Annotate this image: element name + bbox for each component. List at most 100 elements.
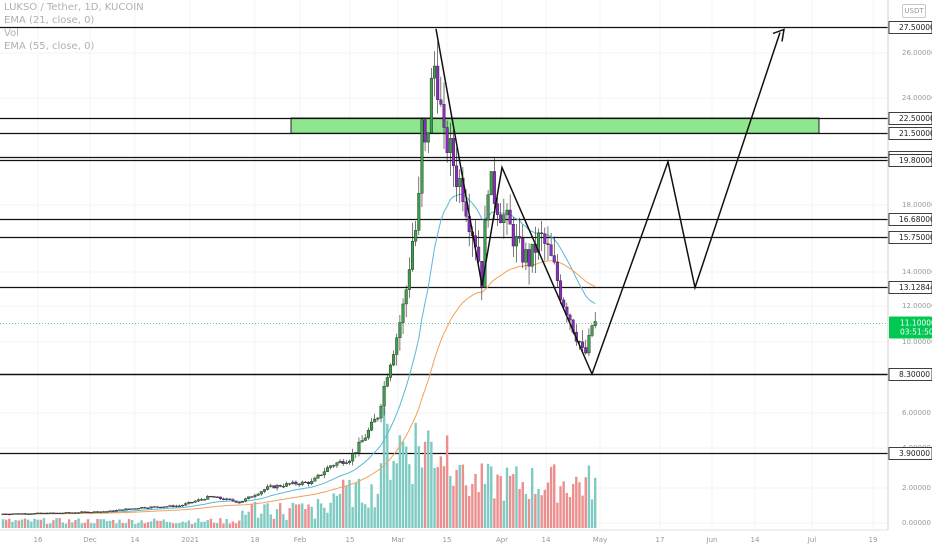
volume-bar xyxy=(537,488,540,528)
volume-bar xyxy=(112,519,115,528)
candle-body xyxy=(215,496,219,498)
volume-bar xyxy=(64,523,68,528)
candle-body xyxy=(398,322,402,338)
price-tick-label: 14.00000 xyxy=(902,268,932,276)
volume-bar xyxy=(291,502,294,528)
volume-bar xyxy=(559,486,562,528)
candle-body xyxy=(193,500,197,503)
candle-body xyxy=(281,486,285,488)
volume-bar xyxy=(222,523,225,528)
projection-line xyxy=(435,28,781,377)
projection-path xyxy=(435,28,785,377)
candle-body xyxy=(363,437,367,441)
volume-bar xyxy=(335,495,339,528)
volume-bar xyxy=(234,523,238,528)
volume-bar xyxy=(216,523,219,528)
volume-bar xyxy=(436,467,439,528)
ema21-indicator-label: EMA (21, close, 0) xyxy=(4,15,95,26)
candle-body xyxy=(177,505,181,507)
grid xyxy=(0,52,888,524)
volume-bar xyxy=(376,493,380,528)
candle-body xyxy=(278,485,282,487)
candle-body xyxy=(203,499,207,501)
volume-bar xyxy=(490,466,493,528)
volume-bar xyxy=(581,495,584,528)
candle-body xyxy=(158,506,162,509)
candle-body xyxy=(300,481,304,485)
volume-bar xyxy=(468,495,471,528)
volume-bar xyxy=(74,520,77,528)
volume-bar xyxy=(379,463,383,528)
volume-bar xyxy=(562,481,565,528)
level-label-box xyxy=(888,112,932,125)
time-tick-label: 15 xyxy=(443,536,452,544)
volume-bar xyxy=(423,441,427,528)
volume-bar xyxy=(260,513,263,528)
volume-bar xyxy=(206,520,209,528)
candle-body xyxy=(165,506,169,508)
volume-bar xyxy=(382,407,386,528)
candle-body xyxy=(143,507,147,509)
candle-body xyxy=(511,224,515,247)
price-tick-label: 24.00000 xyxy=(902,94,932,102)
candle-body xyxy=(521,238,525,263)
candle-body xyxy=(489,171,493,195)
candle-body xyxy=(225,498,229,500)
candle-body xyxy=(477,246,481,262)
volume-bar xyxy=(518,489,521,528)
candle-body xyxy=(581,341,585,348)
candle-body xyxy=(341,460,345,464)
candle-body xyxy=(221,498,225,500)
volume-bar xyxy=(417,446,420,528)
candle-body xyxy=(250,496,254,498)
time-tick-label: Feb xyxy=(294,536,307,544)
volume-bar xyxy=(527,498,531,528)
volume-bar xyxy=(90,523,93,528)
level-label-box xyxy=(888,127,932,140)
candle-body xyxy=(354,452,358,454)
candle-body xyxy=(206,495,210,500)
level-label-box xyxy=(888,368,932,381)
volume-bar xyxy=(301,503,304,528)
volume-bar xyxy=(307,504,310,528)
candlesticks xyxy=(1,40,597,516)
candle-body xyxy=(288,483,292,485)
candle-body xyxy=(42,512,46,515)
volume-bar xyxy=(105,521,109,528)
candle-body xyxy=(146,507,150,509)
candle-body xyxy=(228,498,232,500)
volume-bar xyxy=(392,460,395,528)
volume-bar xyxy=(433,468,436,528)
candle-body xyxy=(499,214,503,223)
candle-body xyxy=(555,262,559,281)
candle-body xyxy=(162,506,166,508)
candle-body xyxy=(121,509,125,511)
candle-body xyxy=(253,495,257,497)
candle-body xyxy=(26,513,30,515)
volume-bar xyxy=(294,504,298,528)
candle-body xyxy=(64,512,68,514)
supply-zone-layer xyxy=(290,117,820,134)
volume-bar xyxy=(386,423,389,528)
volume-bar xyxy=(241,510,244,528)
volume-bar xyxy=(171,523,175,528)
volume-bar xyxy=(439,456,443,528)
volume-bar xyxy=(512,474,515,528)
volume-bar xyxy=(310,506,313,528)
candle-body xyxy=(552,255,556,263)
volume-bar xyxy=(187,520,191,528)
candle-body xyxy=(433,65,437,79)
candle-body xyxy=(108,510,112,512)
time-tick-label: 2021 xyxy=(181,536,199,544)
volume-bar xyxy=(149,521,153,528)
candle-body xyxy=(587,335,591,354)
time-tick-label: Apr xyxy=(496,536,508,544)
volume-bar xyxy=(430,441,433,528)
candle-body xyxy=(61,512,65,515)
currency-button[interactable]: USDT xyxy=(902,4,926,18)
time-tick-label: 17 xyxy=(656,536,665,544)
candle-body xyxy=(486,194,490,221)
candle-body xyxy=(373,418,377,423)
price-tick-label: 2.00000 xyxy=(902,484,931,492)
